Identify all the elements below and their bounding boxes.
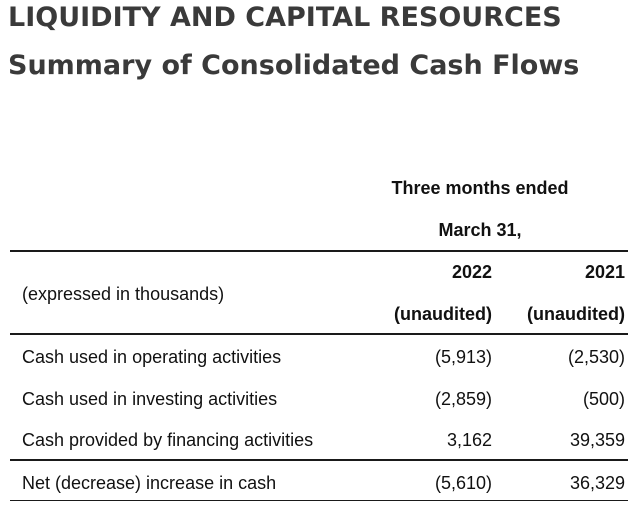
- column-header-status-2021: (unaudited): [527, 304, 625, 324]
- table-bottom-rule: [10, 500, 628, 501]
- header-rule: [10, 333, 628, 335]
- total-label: Net (decrease) increase in cash: [22, 473, 277, 493]
- section-subtitle: Summary of Consolidated Cash Flows: [8, 50, 580, 81]
- total-rule: [10, 459, 628, 461]
- row-value-financing-2022: 3,162: [446, 430, 492, 450]
- column-header-year-2022: 2022: [451, 262, 492, 282]
- period-header-line-2: March 31,: [438, 220, 522, 240]
- row-value-investing-2021: (500): [582, 389, 625, 409]
- section-title: LIQUIDITY AND CAPITAL RESOURCES: [8, 2, 562, 33]
- row-label-operating: Cash used in operating activities: [22, 347, 282, 367]
- row-value-operating-2022: (5,913): [434, 347, 492, 367]
- row-label-investing: Cash used in investing activities: [22, 389, 278, 409]
- period-header-line-1: Three months ended: [391, 178, 569, 198]
- column-header-status-2022: (unaudited): [394, 304, 492, 324]
- row-label-header: (expressed in thousands): [22, 284, 225, 304]
- row-value-operating-2021: (2,530): [567, 347, 625, 367]
- column-header-year-2021: 2021: [584, 262, 625, 282]
- row-label-financing: Cash provided by financing activities: [22, 430, 314, 450]
- row-value-financing-2021: 39,359: [569, 430, 625, 450]
- total-value-2022: (5,610): [434, 473, 492, 493]
- table-top-rule: [10, 250, 628, 252]
- row-value-investing-2022: (2,859): [434, 389, 492, 409]
- total-value-2021: 36,329: [569, 473, 625, 493]
